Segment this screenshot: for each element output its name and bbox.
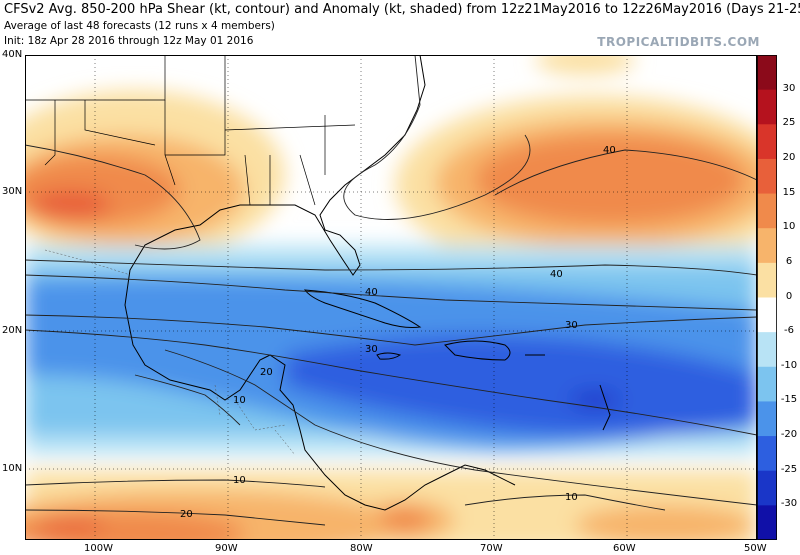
colorbar-cell — [757, 124, 777, 160]
contour-label-20-south: 20 — [180, 509, 193, 520]
lat-label-20n: 20N — [2, 325, 23, 336]
colorbar-label: 0 — [785, 290, 793, 302]
coastlines — [124, 55, 611, 511]
colorbar-cell — [757, 262, 777, 298]
colorbar-cell — [757, 505, 777, 540]
contour-label-10-southeast: 10 — [565, 492, 578, 503]
anomaly-shading — [25, 55, 757, 540]
colorbar-label: 15 — [782, 186, 796, 198]
anomaly-colorbar — [757, 55, 777, 540]
contour-label-40-cuba: 40 — [365, 287, 378, 298]
contour-label-40-mid: 40 — [550, 269, 563, 280]
lat-label-30n: 30N — [2, 186, 23, 197]
lon-label-100w: 100W — [84, 543, 113, 554]
lon-label-60w: 60W — [613, 543, 636, 554]
colorbar-label: -30 — [780, 498, 798, 510]
map-subtitle-init: Init: 18z Apr 28 2016 through 12z May 01… — [4, 35, 254, 47]
colorbar-cell — [757, 332, 777, 368]
lat-label-40n: 40N — [2, 49, 23, 60]
colorbar-cell — [757, 89, 777, 125]
colorbar-cell — [757, 401, 777, 437]
colorbar-cell — [757, 297, 777, 333]
graticule — [25, 55, 757, 540]
contour-label-30-east: 30 — [565, 320, 578, 331]
country-borders — [44, 249, 296, 456]
colorbar-label: -15 — [780, 394, 798, 406]
brand-watermark: TROPICALTIDBITS.COM — [597, 35, 760, 49]
colorbar-label: 25 — [782, 117, 796, 129]
contour-label-10-central: 10 — [233, 395, 246, 406]
map-title: CFSv2 Avg. 850-200 hPa Shear (kt, contou… — [4, 2, 800, 17]
map-subtitle-forecasts: Average of last 48 forecasts (12 runs x … — [4, 20, 275, 32]
contour-label-30-west: 30 — [365, 344, 378, 355]
colorbar-cell — [757, 366, 777, 402]
shear-anomaly-map: 40 40 40 30 30 20 10 10 10 20 — [25, 55, 757, 540]
colorbar-cell — [757, 55, 777, 91]
colorbar-label: -6 — [784, 325, 794, 337]
colorbar-cell — [757, 158, 777, 195]
shear-contours — [25, 55, 757, 526]
lon-label-70w: 70W — [480, 543, 503, 554]
colorbar-cell — [757, 228, 777, 264]
colorbar-cell — [757, 470, 777, 506]
colorbar-label: 30 — [782, 82, 796, 94]
lon-label-90w: 90W — [215, 543, 238, 554]
colorbar-label: 10 — [782, 221, 796, 233]
colorbar-label: -20 — [780, 429, 798, 441]
contour-label-10-south: 10 — [233, 475, 246, 486]
lon-label-50w: 50W — [744, 543, 767, 554]
lon-label-80w: 80W — [350, 543, 373, 554]
lat-label-10n: 10N — [2, 463, 23, 474]
colorbar-label: -10 — [780, 359, 798, 371]
contour-label-20-central: 20 — [260, 367, 273, 378]
colorbar-label: -25 — [780, 463, 798, 475]
colorbar-label: 6 — [785, 255, 793, 267]
colorbar-cell — [757, 436, 777, 472]
colorbar-label: 20 — [782, 151, 796, 163]
colorbar-cell — [757, 193, 777, 229]
state-borders — [25, 55, 356, 206]
contour-label-40-east: 40 — [603, 145, 616, 156]
